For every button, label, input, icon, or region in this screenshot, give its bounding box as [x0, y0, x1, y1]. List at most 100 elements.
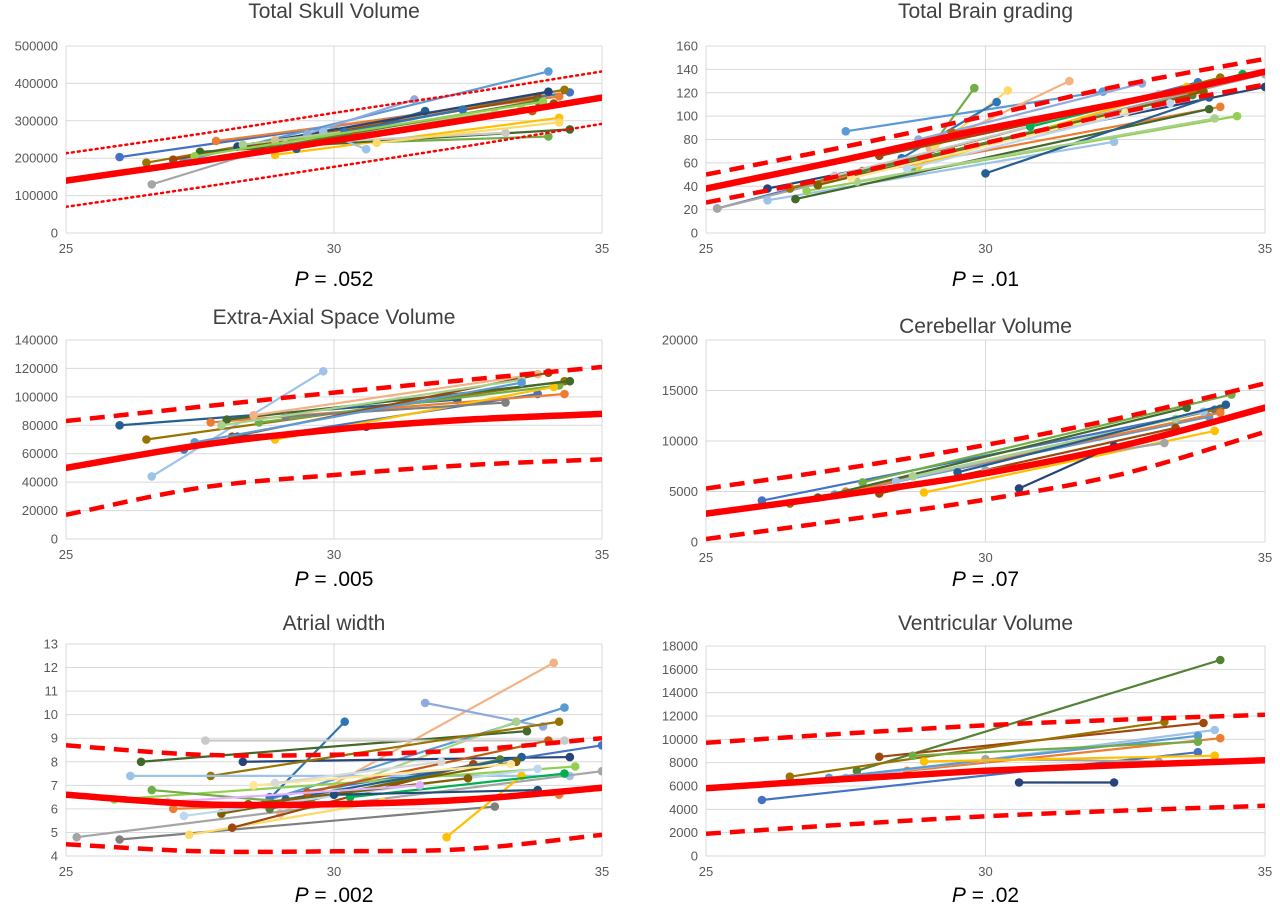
y-tick-label: 14000: [662, 685, 698, 700]
series-point: [501, 128, 510, 138]
subject-series: [201, 736, 569, 745]
fit-mean-line: [66, 410, 602, 472]
y-tick-label: 0: [691, 849, 698, 864]
y-tick-label: 20000: [662, 333, 698, 348]
y-tick-label: 16000: [662, 662, 698, 677]
x-tick-label: 35: [595, 547, 609, 562]
series-point: [511, 717, 521, 727]
y-tick-label: 500000: [15, 39, 58, 54]
y-tick-label: 140000: [15, 333, 58, 348]
series-point: [415, 781, 425, 790]
y-tick-label: 200000: [15, 151, 58, 166]
chart-title: Atrial width: [283, 612, 386, 635]
fit-mean-line: [66, 784, 602, 809]
series-point: [1109, 778, 1119, 787]
fit-upper-bound: [66, 364, 602, 424]
series-point: [1210, 426, 1219, 436]
series-point: [841, 127, 851, 136]
y-tick-label: 8000: [669, 755, 698, 770]
series-line: [263, 720, 346, 805]
p-value-caption: P = .002: [295, 884, 374, 906]
y-tick-label: 13: [44, 637, 58, 652]
p-symbol: P: [295, 268, 309, 291]
series-line: [856, 117, 1215, 183]
series-point: [1210, 725, 1219, 735]
fit-lower-bound: [66, 457, 602, 518]
p-value: = .005: [309, 568, 374, 591]
series-line: [918, 82, 1143, 141]
y-tick-label: 15000: [662, 383, 698, 398]
series-point: [1193, 747, 1203, 757]
subject-series: [908, 737, 1203, 760]
y-tick-label: 10000: [662, 434, 698, 449]
series-line: [445, 775, 523, 839]
series-point: [544, 67, 553, 76]
x-tick-label: 25: [59, 241, 73, 256]
fit-lower-bound: [66, 832, 602, 855]
fit-mean-line: [706, 757, 1265, 792]
series-point: [372, 138, 382, 148]
series-point: [1014, 778, 1024, 787]
series-point: [361, 144, 371, 154]
series-line: [828, 734, 1199, 779]
x-tick-label: 35: [1258, 241, 1272, 256]
y-tick-label: 12000: [662, 709, 698, 724]
y-tick-label: 300000: [15, 113, 58, 128]
y-tick-label: 6: [51, 801, 58, 816]
series-point: [802, 186, 811, 196]
series-point: [72, 832, 82, 842]
y-tick-label: 9: [51, 731, 58, 746]
series-point: [1014, 484, 1024, 493]
subject-series: [791, 104, 1214, 204]
y-tick-label: 10: [44, 707, 58, 722]
series-line: [226, 380, 570, 421]
series-point: [981, 169, 990, 178]
x-tick-label: 30: [978, 550, 992, 565]
series-point: [858, 478, 867, 487]
series-point: [1160, 438, 1169, 448]
series-point: [506, 759, 516, 769]
x-tick-label: 30: [327, 241, 341, 256]
series-point: [1199, 718, 1208, 728]
y-tick-label: 11: [45, 684, 59, 699]
x-tick-label: 25: [699, 550, 713, 565]
fit-lower-bound: [66, 122, 602, 209]
series-point: [902, 164, 912, 174]
series-point: [1193, 737, 1203, 746]
series-point: [1204, 104, 1214, 114]
series-point: [544, 132, 553, 141]
series-point: [222, 415, 232, 424]
x-tick-label: 35: [1258, 550, 1272, 565]
series-point: [919, 757, 929, 766]
p-value-caption: P = .01: [952, 268, 1019, 291]
p-value: = .07: [966, 568, 1019, 591]
series-point: [1232, 111, 1242, 121]
series-line: [210, 720, 560, 777]
fit-mean-line: [706, 404, 1265, 517]
subject-series: [270, 757, 446, 788]
p-symbol: P: [952, 884, 966, 906]
series-point: [970, 83, 979, 93]
series-point: [490, 802, 500, 811]
p-symbol: P: [295, 884, 309, 906]
y-tick-label: 6000: [669, 779, 698, 794]
series-point: [560, 389, 569, 399]
plot-area: [66, 67, 602, 209]
series-point: [115, 420, 124, 430]
series-line: [985, 96, 1210, 175]
p-symbol: P: [952, 268, 966, 291]
series-point: [249, 411, 258, 420]
y-tick-label: 2000: [669, 825, 698, 840]
chart-title: Extra-Axial Space Volume: [213, 306, 456, 329]
series-point: [554, 92, 564, 101]
y-tick-label: 40000: [22, 475, 58, 490]
y-tick-label: 0: [691, 535, 698, 550]
y-tick-label: 60: [684, 155, 698, 170]
p-symbol: P: [952, 568, 966, 591]
y-tick-label: 4: [51, 849, 58, 864]
y-tick-label: 100000: [15, 188, 58, 203]
series-point: [813, 180, 823, 190]
series-point: [1065, 76, 1074, 86]
series-point: [554, 117, 564, 127]
series-point: [463, 773, 473, 783]
